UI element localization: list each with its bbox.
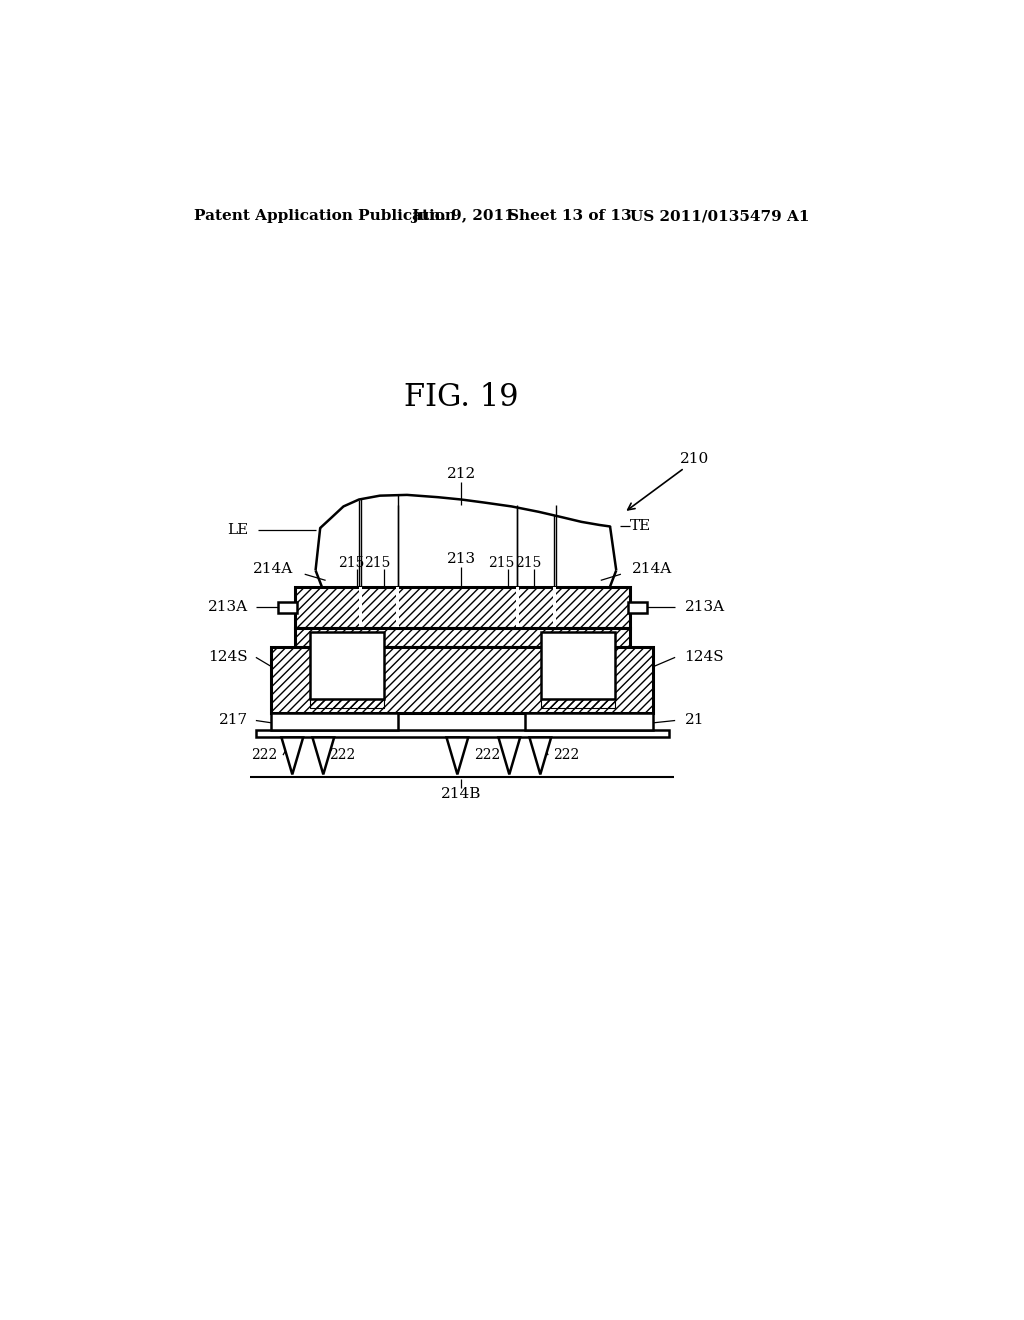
Polygon shape — [499, 738, 520, 775]
Text: TE: TE — [630, 520, 651, 533]
Text: 222: 222 — [553, 748, 579, 762]
Text: Patent Application Publication: Patent Application Publication — [194, 209, 456, 223]
Bar — [271, 647, 653, 713]
Text: 217: 217 — [219, 714, 248, 727]
Text: 213A: 213A — [684, 601, 725, 614]
Bar — [295, 586, 630, 628]
Text: 222: 222 — [330, 748, 355, 762]
Text: 214A: 214A — [632, 562, 672, 576]
Bar — [541, 632, 614, 700]
Bar — [359, 587, 362, 627]
Text: Sheet 13 of 13: Sheet 13 of 13 — [508, 209, 632, 223]
Bar — [271, 647, 653, 713]
Polygon shape — [446, 738, 468, 775]
Bar — [256, 730, 669, 738]
Bar — [515, 587, 518, 627]
Text: 213: 213 — [446, 552, 476, 566]
Bar — [524, 713, 653, 730]
Bar — [310, 632, 384, 700]
Text: 214B: 214B — [441, 787, 481, 801]
Bar — [553, 587, 556, 627]
Polygon shape — [282, 738, 303, 775]
Text: 124S: 124S — [209, 651, 248, 664]
Text: 213A: 213A — [208, 601, 248, 614]
Bar — [295, 628, 630, 647]
Bar — [295, 628, 630, 647]
Text: 222: 222 — [474, 748, 500, 762]
Bar — [628, 602, 647, 612]
Text: Jun. 9, 2011: Jun. 9, 2011 — [411, 209, 515, 223]
Text: 215: 215 — [365, 556, 391, 570]
Text: 222: 222 — [251, 748, 278, 762]
Polygon shape — [529, 738, 551, 775]
Text: 210: 210 — [680, 451, 709, 466]
Bar — [396, 587, 399, 627]
Bar — [271, 713, 397, 730]
Text: 215: 215 — [338, 556, 365, 570]
Text: 214A: 214A — [253, 562, 293, 576]
Bar — [278, 602, 297, 612]
Text: 212: 212 — [446, 467, 476, 480]
Bar — [541, 700, 614, 708]
Polygon shape — [312, 738, 334, 775]
Text: FIG. 19: FIG. 19 — [404, 381, 518, 413]
Bar — [310, 700, 384, 708]
Text: 215: 215 — [515, 556, 541, 570]
Text: LE: LE — [227, 523, 248, 537]
Text: US 2011/0135479 A1: US 2011/0135479 A1 — [630, 209, 810, 223]
Bar — [295, 586, 630, 628]
Text: 215: 215 — [488, 556, 515, 570]
Text: 124S: 124S — [684, 651, 724, 664]
Text: 21: 21 — [684, 714, 703, 727]
